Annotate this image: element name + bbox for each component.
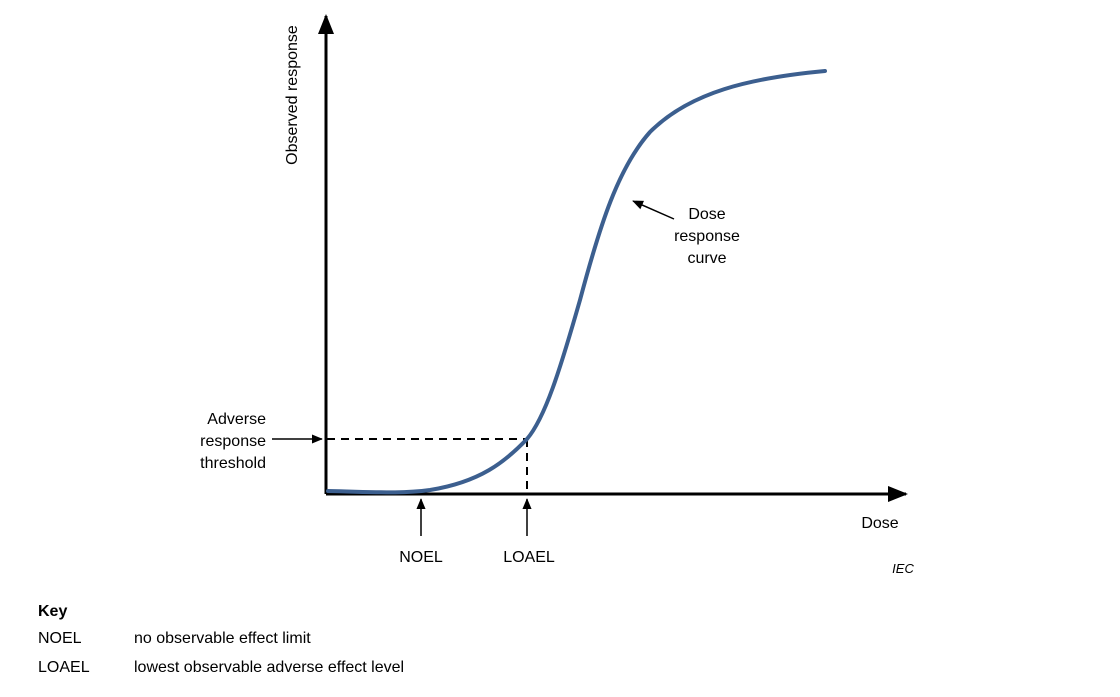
key-meaning: no observable effect limit <box>134 630 311 647</box>
curve-arrow <box>632 200 675 220</box>
key-meaning: lowest observable adverse effect level <box>134 659 405 676</box>
curve-label-line-1: Dose <box>688 206 725 223</box>
threshold-label-line-3: threshold <box>200 455 266 472</box>
dose-response-curve <box>326 69 827 495</box>
loael-label: LOAEL <box>503 549 555 566</box>
x-axis-label: Dose <box>861 515 898 532</box>
y-axis-label: Observed response <box>284 25 301 165</box>
threshold-label-line-2: response <box>200 433 266 450</box>
key-item-loael: LOAEL lowest observable adverse effect l… <box>38 653 738 682</box>
key-item-noel: NOEL no observable effect limit <box>38 624 738 653</box>
key-abbr: NOEL <box>38 630 82 647</box>
threshold-label: Adverse response threshold <box>200 411 266 472</box>
key-title: Key <box>38 603 68 620</box>
curve-label-line-2: response <box>674 228 740 245</box>
curve-label: Dose response curve <box>674 206 740 267</box>
curve-label-line-3: curve <box>687 250 726 267</box>
key-section: Key NOEL no observable effect limit LOAE… <box>38 600 738 682</box>
key-abbr: LOAEL <box>38 659 90 676</box>
noel-label: NOEL <box>399 549 443 566</box>
iec-source-mark: IEC <box>892 561 914 576</box>
threshold-label-line-1: Adverse <box>207 411 266 428</box>
